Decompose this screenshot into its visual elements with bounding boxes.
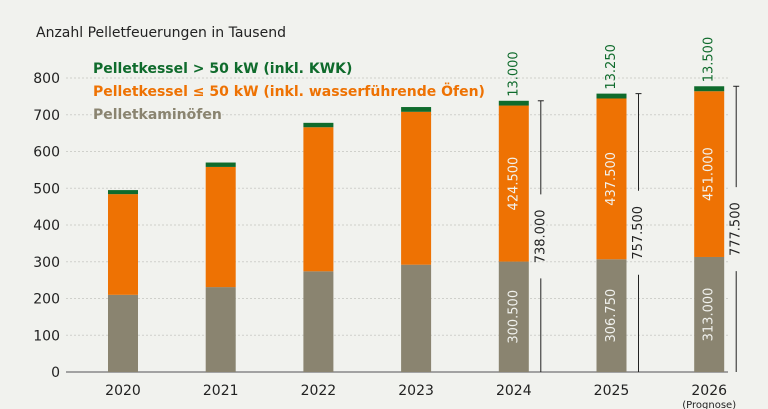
data-label: 451.000 bbox=[702, 147, 717, 201]
y-tick-label: 200 bbox=[33, 292, 60, 308]
y-tick-label: 400 bbox=[33, 218, 60, 234]
total-label: 757.500 bbox=[631, 206, 646, 260]
total-label: 738.000 bbox=[533, 210, 548, 264]
bar-segment-kessel-large bbox=[694, 86, 725, 92]
y-tick-label: 300 bbox=[33, 255, 60, 271]
bar-segment-kessel-small bbox=[498, 105, 529, 262]
bar-segment-kaminoefen bbox=[401, 264, 432, 372]
x-tick-note: (Prognose) bbox=[682, 400, 736, 409]
y-tick-label: 100 bbox=[33, 328, 60, 344]
bar-segment-kaminoefen bbox=[205, 287, 236, 372]
legend-item: Pelletkaminöfen bbox=[93, 107, 222, 123]
bar-segment-kaminoefen bbox=[694, 256, 725, 372]
bar-segment-kessel-large bbox=[205, 162, 236, 167]
legend-item: Pelletkessel > 50 kW (inkl. KWK) bbox=[93, 61, 352, 77]
x-tick-label: 2022 bbox=[301, 383, 337, 399]
bar-segment-kessel-small bbox=[303, 127, 334, 272]
bar-segment-kessel-small bbox=[205, 166, 236, 288]
data-label: 437.500 bbox=[604, 152, 619, 206]
data-label: 13.500 bbox=[702, 37, 717, 83]
data-label: 306.750 bbox=[604, 289, 619, 343]
y-tick-label: 800 bbox=[33, 71, 60, 87]
y-tick-label: 0 bbox=[51, 365, 60, 381]
y-tick-label: 600 bbox=[33, 145, 60, 161]
bar-segment-kaminoefen bbox=[303, 271, 334, 372]
bar-segment-kessel-small bbox=[596, 98, 627, 260]
legend-item: Pelletkessel ≤ 50 kW (inkl. wasserführen… bbox=[93, 82, 485, 100]
data-label: 424.500 bbox=[506, 157, 521, 211]
bar-segment-kessel-large bbox=[498, 100, 529, 106]
bar-segment-kaminoefen bbox=[108, 294, 138, 372]
bar-segment-kessel-small bbox=[694, 91, 725, 257]
bar-segment-kessel-large bbox=[303, 122, 334, 128]
x-tick-label: 2026 bbox=[691, 383, 727, 399]
x-tick-label: 2021 bbox=[203, 383, 239, 399]
x-tick-label: 2025 bbox=[594, 383, 630, 399]
bar-segment-kessel-small bbox=[108, 194, 138, 295]
bar-segment-kaminoefen bbox=[596, 259, 627, 372]
x-tick-label: 2020 bbox=[105, 383, 141, 399]
total-label: 777.500 bbox=[729, 202, 744, 256]
bar-segment-kessel-large bbox=[108, 190, 138, 195]
y-tick-label: 500 bbox=[33, 181, 60, 197]
x-tick-label: 2024 bbox=[496, 383, 532, 399]
data-label: 13.000 bbox=[506, 51, 521, 97]
bar-segment-kessel-small bbox=[401, 111, 432, 265]
bar-segment-kessel-large bbox=[596, 93, 627, 99]
data-label: 13.250 bbox=[604, 44, 619, 90]
x-tick-label: 2023 bbox=[398, 383, 434, 399]
data-label: 313.000 bbox=[702, 288, 717, 342]
bar-segment-kaminoefen bbox=[498, 261, 529, 372]
chart-title: Anzahl Pelletfeuerungen in Tausend bbox=[36, 25, 286, 41]
y-tick-label: 700 bbox=[33, 108, 60, 124]
data-label: 300.500 bbox=[506, 290, 521, 344]
bar-segment-kessel-large bbox=[401, 107, 432, 112]
